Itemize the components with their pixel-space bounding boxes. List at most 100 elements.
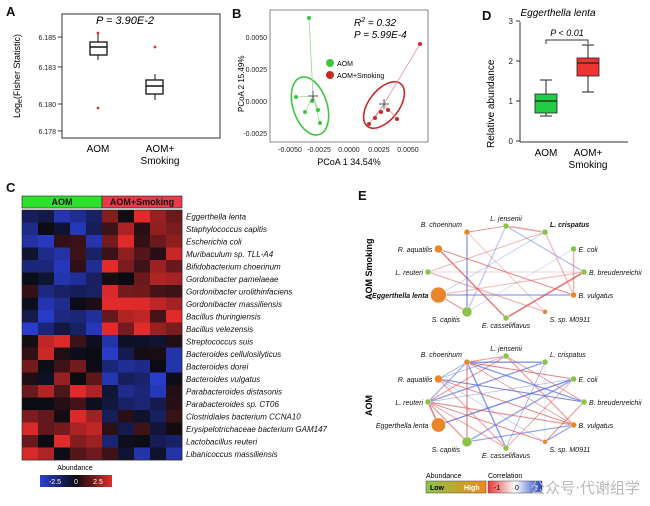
panel-a-boxplot: P = 3.90E-2 6.185 6.183 6.180 6.178 Loge…: [12, 13, 221, 167]
ytick: 0.0050: [246, 35, 268, 42]
panel-a-xlabel-smoking-1: AOM+: [146, 144, 175, 155]
xtick: 0.0025: [368, 147, 390, 154]
heatmap-cell: [38, 260, 55, 273]
heatmap-cell: [86, 285, 103, 298]
network-edge: [437, 378, 507, 449]
legend-low: Low: [430, 485, 445, 492]
panel-d-boxplot: Eggerthella lenta 3 2 1 0 Relative abund…: [486, 8, 628, 171]
heatmap-cell: [166, 435, 183, 448]
network-node: [461, 306, 473, 318]
ytick: 0.0025: [246, 67, 268, 74]
ytick: 0: [509, 137, 514, 146]
heatmap-cell: [166, 297, 183, 311]
heatmap-cell: [22, 310, 39, 323]
heatmap-cell: [22, 235, 39, 248]
heatmap-cell: [134, 435, 151, 448]
heatmap-cell: [54, 422, 71, 436]
sample-point: [373, 116, 377, 120]
heatmap-cell: [22, 410, 39, 423]
heatmap-cell: [22, 210, 39, 223]
network-edge: [427, 231, 546, 273]
legend-label-smoking: AOM+Smoking: [337, 73, 384, 80]
network-edge: [544, 231, 575, 296]
heatmap-cell: [118, 447, 135, 461]
heatmap-cell: [166, 210, 183, 223]
xtick: 0.0050: [397, 147, 419, 154]
heatmap-cell: [150, 210, 167, 223]
heatmap-cell: [102, 285, 119, 298]
heatmap-cell: [102, 247, 119, 261]
network-node: [541, 358, 549, 366]
panel-a-box-smoking: [145, 45, 164, 100]
heatmap-cell: [102, 272, 119, 286]
heatmap-cell: [118, 347, 135, 361]
heatmap-cell: [166, 397, 183, 411]
network-node: [424, 398, 432, 406]
heatmap-cell: [150, 310, 167, 323]
heatmap-cell: [166, 360, 183, 373]
heatmap-cell: [70, 210, 87, 223]
heatmap-cell: [22, 335, 39, 348]
heatmap-row-label: Gordonibacter urolithinfaciens: [186, 287, 292, 296]
heatmap-cell: [118, 222, 135, 236]
legend-corr-tick: 1: [534, 485, 538, 492]
network-node: [570, 245, 577, 253]
network-node: [542, 439, 548, 445]
network-edge: [466, 361, 507, 449]
xtick: 0.0000: [338, 147, 360, 154]
heatmap-cell: [22, 435, 39, 448]
heatmap-row-label: Parabacteroides distasonis: [186, 387, 282, 396]
panel-a-pvalue: P = 3.90E-2: [96, 15, 154, 27]
heatmap-cell: [54, 297, 71, 311]
network-node-label: E. coli: [579, 377, 599, 384]
heatmap-cell: [38, 285, 55, 298]
heatmap-cell: [22, 360, 39, 373]
network-node-label: L. crispatus: [550, 222, 589, 229]
network-node: [434, 374, 443, 384]
network-node-label: S. capitis: [432, 317, 461, 324]
sample-point: [367, 122, 371, 126]
network-edge: [466, 231, 546, 313]
heatmap-cell: [86, 260, 103, 273]
heatmap-cell: [102, 447, 119, 461]
heatmap-cell: [134, 360, 151, 373]
heatmap-cell: [118, 422, 135, 436]
heatmap-cell: [86, 272, 103, 286]
heatmap-cell: [102, 360, 119, 373]
heatmap-cell: [86, 410, 103, 423]
network-node: [502, 314, 510, 322]
network-node: [541, 228, 549, 236]
heatmap-cell: [70, 422, 87, 436]
ytick: 6.185: [38, 35, 56, 42]
heatmap-cell: [54, 447, 71, 461]
heatmap-cell: [54, 310, 71, 323]
heatmap-cell: [86, 235, 103, 248]
heatmap-cell: [150, 422, 167, 436]
heatmap-cell: [150, 272, 167, 286]
heatmap-cell: [134, 235, 151, 248]
network-edge: [544, 424, 574, 443]
heatmap-cell: [150, 447, 167, 461]
heatmap-cell: [22, 297, 39, 311]
network-edge: [438, 248, 574, 296]
confidence-ellipse: [290, 76, 330, 136]
panel-b-yticks: 0.0050 0.0025 0.0000 -0.0025: [243, 35, 267, 138]
legend-high: High: [464, 485, 480, 492]
network-edge: [438, 378, 546, 443]
heatmap-cell: [166, 285, 183, 298]
legend-correlation-gradient: [487, 480, 543, 494]
network-edge: [466, 355, 507, 363]
panel-d-ylabel: Relative abundance: [486, 59, 497, 148]
heatmap-cell: [102, 435, 119, 448]
heatmap-cell: [150, 235, 167, 248]
network-node-label: E. coli: [579, 247, 599, 254]
ytick: 6.183: [38, 65, 56, 72]
heatmap-cell: [134, 335, 151, 348]
heatmap-cell: [70, 222, 87, 236]
heatmap-cell: [150, 247, 167, 261]
network-edge: [438, 378, 574, 426]
legend-tick: 2.5: [93, 479, 103, 486]
heatmap-cell: [150, 222, 167, 236]
panel-b-r2: R2 = 0.32: [354, 17, 396, 29]
panel-b-xticks: -0.0050 -0.0025 0.0000 0.0025 0.0050: [278, 147, 419, 154]
